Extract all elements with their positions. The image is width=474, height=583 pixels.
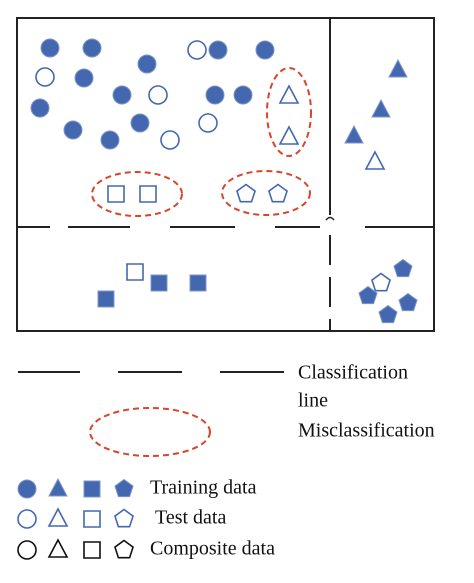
legend-label: Classification xyxy=(298,362,408,384)
train-circle xyxy=(40,38,60,58)
train-sq xyxy=(97,290,115,308)
test-circle xyxy=(17,509,37,529)
test-sq xyxy=(83,510,101,528)
legend-label: Training data xyxy=(150,477,257,499)
train-circle xyxy=(30,98,50,118)
test-circle xyxy=(187,40,207,60)
train-pent xyxy=(378,304,398,324)
test-tri xyxy=(278,125,300,145)
plot-border xyxy=(16,17,435,332)
test-circle xyxy=(148,85,168,105)
train-pent xyxy=(114,478,134,498)
test-pent xyxy=(236,183,256,203)
test-sq xyxy=(107,185,125,203)
comp-sq xyxy=(83,541,101,559)
test-tri xyxy=(47,507,69,527)
train-tri xyxy=(371,98,391,118)
train-circle xyxy=(74,68,94,88)
test-tri xyxy=(364,150,386,170)
train-circle xyxy=(233,85,253,105)
legend-label: Composite data xyxy=(150,538,275,560)
train-circle xyxy=(63,120,83,140)
comp-pent xyxy=(114,539,134,559)
test-circle xyxy=(160,130,180,150)
train-sq xyxy=(83,480,101,498)
legend-label: Misclassification xyxy=(298,420,435,442)
train-circle xyxy=(137,54,157,74)
train-circle xyxy=(100,130,120,150)
test-tri xyxy=(278,84,300,104)
misclassification-ellipses xyxy=(91,67,312,217)
test-pent xyxy=(371,272,391,292)
train-circle xyxy=(112,85,132,105)
legend-label: line xyxy=(298,390,328,412)
classification-plot xyxy=(16,17,435,332)
train-circle xyxy=(17,479,37,499)
train-circle xyxy=(130,113,150,133)
train-circle xyxy=(208,40,228,60)
test-circle xyxy=(35,67,55,87)
train-pent xyxy=(393,258,413,278)
train-pent xyxy=(358,285,378,305)
comp-tri xyxy=(47,538,69,558)
train-tri xyxy=(388,58,408,78)
train-tri xyxy=(48,477,68,497)
legend-label: Test data xyxy=(155,507,226,529)
train-circle xyxy=(205,85,225,105)
legend-ellipse xyxy=(89,407,211,457)
train-sq xyxy=(150,274,168,292)
test-pent xyxy=(268,183,288,203)
test-circle xyxy=(198,113,218,133)
train-circle xyxy=(82,38,102,58)
train-pent xyxy=(398,292,418,312)
test-pent xyxy=(114,508,134,528)
train-tri xyxy=(344,124,364,144)
test-sq xyxy=(139,185,157,203)
comp-circle xyxy=(17,540,37,560)
train-sq xyxy=(189,274,207,292)
line-break xyxy=(325,216,335,221)
legend: Classification line Misclassification Tr… xyxy=(17,362,435,560)
test-sq xyxy=(126,263,144,281)
train-circle xyxy=(255,40,275,60)
